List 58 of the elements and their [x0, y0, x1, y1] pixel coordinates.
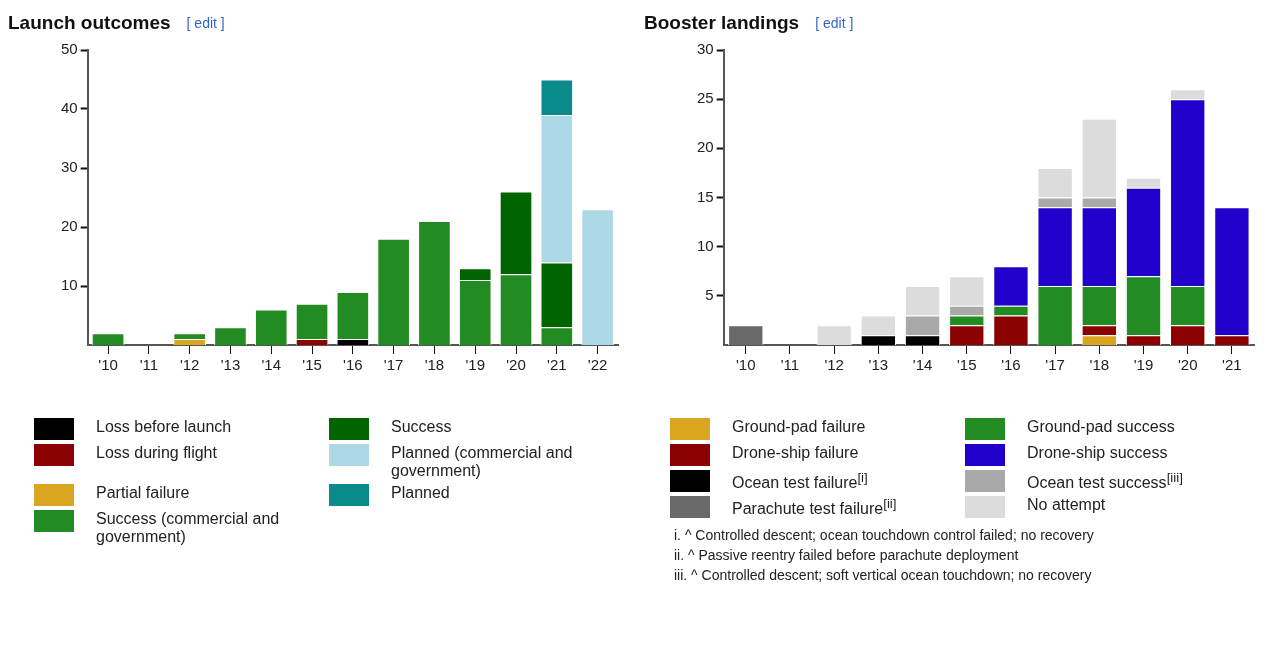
- y-tick-label: 10: [61, 276, 78, 294]
- y-tick-label: 25: [697, 89, 714, 107]
- legend-label: Ocean test failure$^{[i]}$: [732, 470, 869, 493]
- x-tick-label: '16: [343, 356, 363, 374]
- x-tick-label: '16: [1001, 356, 1021, 374]
- x-tick-label: '21: [547, 356, 567, 374]
- y-tick-label: 30: [61, 158, 78, 176]
- legend-label: No attempt: [1027, 496, 1107, 515]
- x-tick-label: '21: [1222, 356, 1242, 374]
- x-tick-label: '15: [302, 356, 322, 374]
- text: [ edit ]: [815, 15, 854, 31]
- chart-title: Launch outcomes: [8, 12, 171, 34]
- legend-label: Planned (commercial and government): [391, 444, 574, 480]
- x-tick-label: '20: [1177, 356, 1198, 374]
- x-tick-label: '14: [261, 356, 282, 374]
- y-tick-label: 50: [61, 40, 78, 58]
- x-tick-label: '12: [179, 356, 200, 374]
- legend-label: Ocean test success$^{[iii]}$: [1027, 470, 1184, 493]
- x-tick-label: '17: [1045, 356, 1065, 374]
- legend-label: Planned: [391, 484, 451, 502]
- y-tick-label: 40: [61, 99, 78, 117]
- x-tick-label: '14: [912, 356, 933, 374]
- x-tick-label: '19: [465, 356, 485, 374]
- y-tick-label: 20: [697, 138, 714, 156]
- legend-label: Drone-ship success: [1027, 444, 1169, 462]
- legend-label: Partial failure: [96, 484, 191, 502]
- legend-label: Loss during flight: [96, 444, 218, 462]
- legend-label: Success: [391, 418, 453, 436]
- legend-label: Parachute test failure$^{[ii]}$: [732, 496, 898, 519]
- x-tick-label: '10: [98, 356, 118, 374]
- legend-label: Loss before launch: [96, 418, 233, 436]
- y-tick-label: 5: [705, 285, 714, 303]
- text: [ edit ]: [186, 15, 225, 31]
- text: i. ^ Controlled descent; ocean touchdown control failed; no recovery: [674, 526, 1095, 543]
- x-tick-label: '19: [1133, 356, 1154, 374]
- y-tick-label: 15: [697, 187, 714, 205]
- x-tick-label: '13: [220, 356, 241, 374]
- x-tick-label: '11: [780, 356, 800, 374]
- text: iii. ^ Controlled descent; soft vertical ocean touchdown; no recovery: [674, 566, 1093, 583]
- x-tick-label: '11: [139, 356, 159, 374]
- y-tick-label: 20: [61, 217, 78, 235]
- y-tick-label: 30: [697, 40, 714, 58]
- x-tick-label: '20: [506, 356, 526, 374]
- x-tick-label: '18: [424, 356, 445, 374]
- x-tick-label: '10: [736, 356, 756, 374]
- legend-label: Success (commercial and government): [96, 510, 281, 546]
- x-tick-label: '22: [587, 356, 608, 374]
- legend-label: Drone-ship failure: [732, 444, 860, 462]
- text: ii. ^ Passive reentry failed before parachute deployment: [674, 546, 1020, 563]
- chart-title: Booster landings: [644, 12, 800, 34]
- y-tick-label: 10: [697, 236, 714, 254]
- x-tick-label: '12: [824, 356, 844, 374]
- x-tick-label: '13: [868, 356, 889, 374]
- x-tick-label: '15: [956, 356, 977, 374]
- legend-label: Ground-pad success: [1027, 418, 1176, 436]
- x-tick-label: '17: [383, 356, 404, 374]
- x-tick-label: '18: [1089, 356, 1110, 374]
- legend-label: Ground-pad failure: [732, 418, 867, 436]
